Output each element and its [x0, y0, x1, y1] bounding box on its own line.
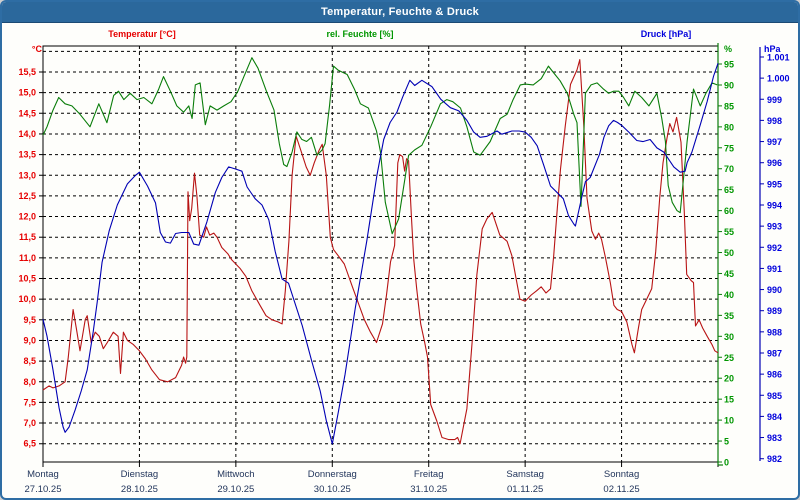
pressure-axis-label: 995	[767, 179, 782, 189]
series-temperature	[42, 59, 719, 445]
humidity-axis-label: 55	[724, 227, 734, 237]
temp-axis-label: 8,0	[23, 377, 36, 387]
humidity-axis-label: 40	[724, 290, 734, 300]
day-label-dienstag: Dienstag 28.10.25	[120, 469, 159, 495]
temp-axis-label: 7,0	[23, 418, 36, 428]
humidity-axis-label: 30	[724, 332, 734, 342]
temp-axis-label: 14,0	[18, 129, 36, 139]
series-pressure	[42, 63, 719, 445]
humidity-axis-label: 90	[724, 80, 734, 90]
window-title: Temperatur, Feuchte & Druck	[320, 6, 479, 18]
humidity-axis-label: 35	[724, 311, 734, 321]
humidity-axis-label: 10	[724, 416, 734, 426]
temp-axis-label: 15,0	[18, 88, 36, 98]
day-label-sonntag: Sonntag 02.11.25	[603, 469, 640, 495]
pressure-axis-label: 998	[767, 116, 782, 126]
pressure-axis-label: 992	[767, 243, 782, 253]
pressure-axis-label: 994	[767, 200, 782, 210]
legend-pressure: Druck [hPa]	[640, 29, 692, 39]
pressure-axis-label: 1.001	[767, 53, 790, 63]
pressure-axis-label: 1.000	[767, 74, 790, 84]
pressure-axis-label: 984	[767, 412, 782, 422]
temp-axis-label: 13,5	[18, 150, 36, 160]
legend-temperature: Temperatur [°C]	[108, 29, 176, 39]
humidity-axis-label: 45	[724, 269, 734, 279]
day-label-donnerstag: Donnerstag 30.10.25	[307, 469, 357, 495]
pressure-axis-label: 983	[767, 433, 782, 443]
temp-axis-label: 7,5	[23, 397, 36, 407]
temp-axis-label: 9,5	[23, 315, 36, 325]
series-humidity	[42, 57, 718, 235]
humidity-axis-label: 25	[724, 353, 734, 363]
humidity-axis-label: 60	[724, 206, 734, 216]
humidity-axis-unit: %	[724, 44, 732, 54]
humidity-axis-label: 85	[724, 101, 734, 111]
pressure-axis-label: 993	[767, 222, 782, 232]
pressure-axis-label: 999	[767, 95, 782, 105]
humidity-axis-label: 0	[724, 458, 729, 468]
humidity-axis-label: 80	[724, 122, 734, 132]
humidity-axis-label: 15	[724, 395, 734, 405]
humidity-axis-label: 65	[724, 185, 734, 195]
humidity-axis-label: 75	[724, 143, 734, 153]
temp-axis-label: 13,0	[18, 170, 36, 180]
pressure-axis-label: 997	[767, 137, 782, 147]
pressure-axis-label: 989	[767, 306, 782, 316]
humidity-axis-label: 70	[724, 164, 734, 174]
pressure-axis-label: 996	[767, 158, 782, 168]
day-label-montag: Montag 27.10.25	[24, 469, 62, 495]
temp-axis-unit: °C	[32, 44, 43, 54]
pressure-axis-label: 988	[767, 327, 782, 337]
pressure-axis-label: 982	[767, 454, 782, 464]
legend-humidity: rel. Feuchte [%]	[326, 29, 394, 39]
day-label-freitag: Freitag 31.10.25	[410, 469, 448, 495]
temp-axis-label: 11,5	[19, 232, 36, 242]
day-label-samstag: Samstag 01.11.25	[506, 469, 544, 495]
temp-axis-label: 8,5	[23, 356, 36, 366]
pressure-axis-label: 991	[767, 264, 782, 274]
pressure-axis-label: 985	[767, 391, 782, 401]
temp-axis-label: 10,5	[18, 274, 36, 284]
temp-axis-label: 11,0	[19, 253, 36, 263]
humidity-axis-label: 95	[724, 60, 734, 70]
pressure-axis-unit: hPa	[764, 44, 782, 54]
temp-axis-label: 15,5	[18, 67, 36, 77]
temp-axis-label: 9,0	[23, 335, 36, 345]
pressure-axis-label: 987	[767, 348, 782, 358]
title-bar: Temperatur, Feuchte & Druck	[2, 2, 798, 23]
temp-axis-label: 14,5	[18, 108, 36, 118]
pressure-axis-label: 986	[767, 370, 782, 380]
temp-axis-label: 6,5	[23, 439, 36, 449]
humidity-axis-label: 20	[724, 374, 734, 384]
legend-row: Temperatur [°C] rel. Feuchte [%] Druck […	[2, 29, 798, 43]
temp-axis-label: 12,0	[18, 212, 36, 222]
temp-axis-label: 12,5	[18, 191, 36, 201]
humidity-axis-label: 5	[724, 437, 729, 447]
day-label-mittwoch: Mittwoch 29.10.25	[217, 469, 255, 495]
temp-axis-label: 10,0	[18, 294, 36, 304]
plot-frame	[42, 45, 718, 463]
humidity-axis-label: 50	[724, 248, 734, 258]
pressure-axis-label: 990	[767, 285, 782, 295]
